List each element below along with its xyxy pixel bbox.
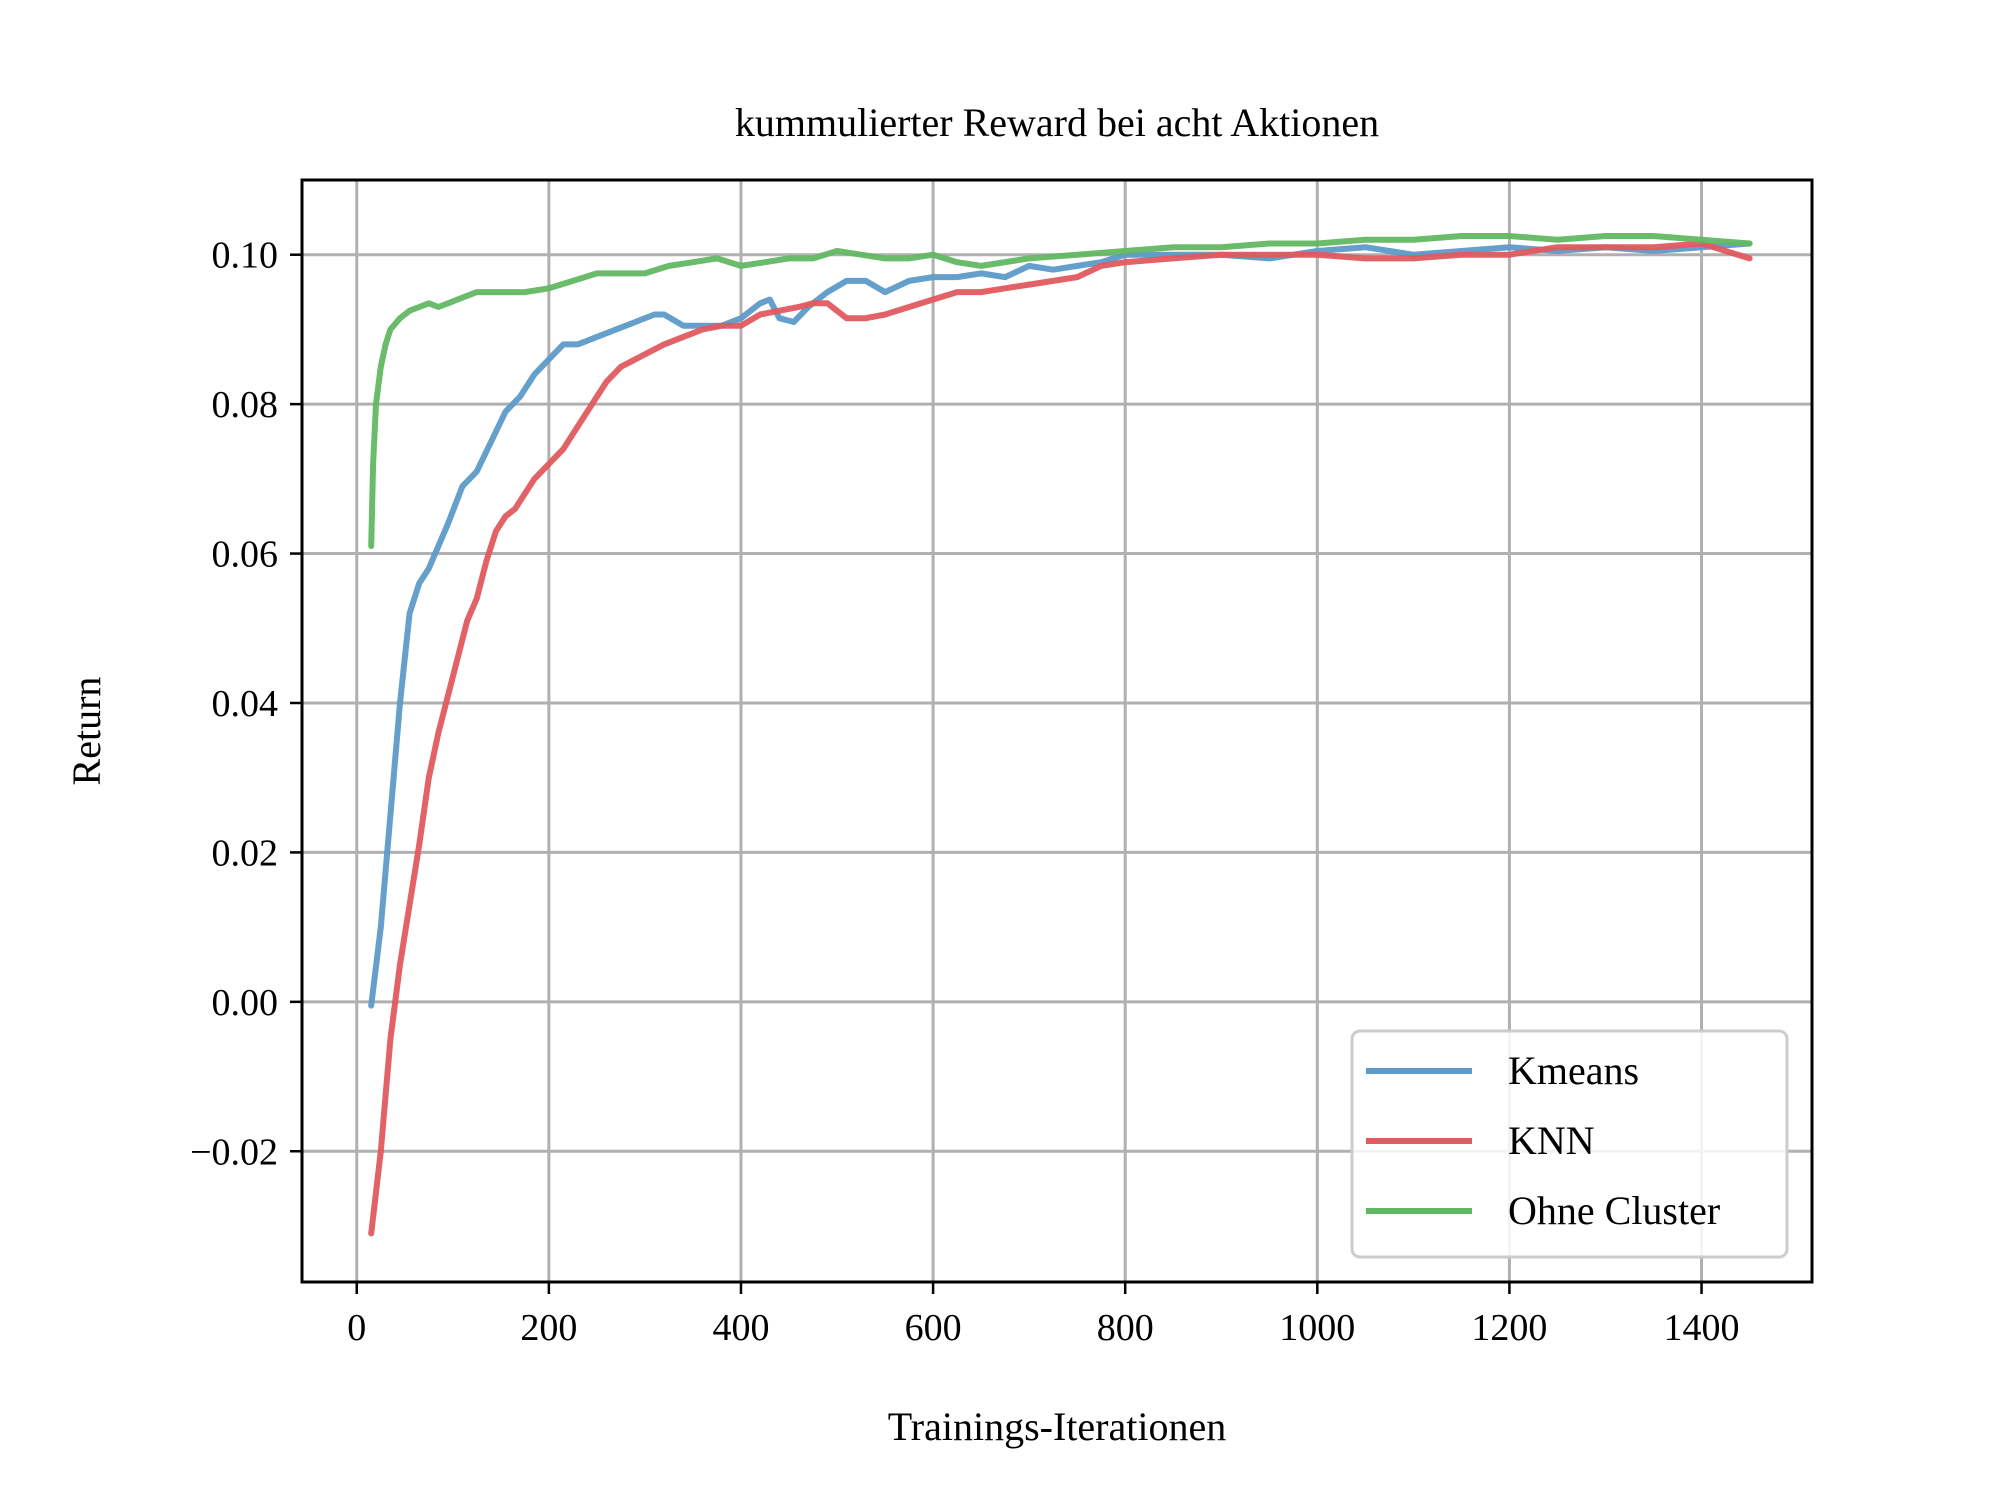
chart-title: kummulierter Reward bei acht Aktionen bbox=[735, 100, 1379, 145]
y-tick-label: 0.00 bbox=[212, 982, 279, 1024]
y-axis-ticks: −0.02 0.00 0.02 0.04 0.06 0.08 0.10 bbox=[190, 235, 302, 1173]
legend-label-ohne-cluster: Ohne Cluster bbox=[1508, 1188, 1720, 1233]
legend-label-kmeans: Kmeans bbox=[1508, 1048, 1639, 1093]
x-tick-label: 1000 bbox=[1279, 1307, 1355, 1349]
series-line-ohne-cluster bbox=[368, 233, 1753, 550]
x-tick-label: 200 bbox=[520, 1307, 577, 1349]
y-tick-label: 0.06 bbox=[212, 534, 279, 576]
legend-box bbox=[1350, 1029, 1789, 1259]
x-axis-ticks: 0 200 400 600 800 1000 1200 1400 bbox=[347, 1282, 1740, 1349]
y-axis-label: Return bbox=[64, 677, 109, 786]
x-tick-label: 400 bbox=[712, 1307, 769, 1349]
plot-frame bbox=[300, 178, 1814, 1284]
grid bbox=[302, 180, 1812, 1282]
x-tick-label: 800 bbox=[1097, 1307, 1154, 1349]
series-line-kmeans bbox=[368, 240, 1753, 1009]
legend: Kmeans KNN Ohne Cluster bbox=[1350, 1029, 1789, 1259]
y-tick-label: −0.02 bbox=[190, 1131, 278, 1173]
legend-label-knn: KNN bbox=[1508, 1118, 1595, 1163]
series-line-knn bbox=[368, 240, 1753, 1237]
x-tick-label: 1200 bbox=[1471, 1307, 1547, 1349]
x-axis-label: Trainings-Iterationen bbox=[888, 1404, 1226, 1449]
x-tick-label: 600 bbox=[905, 1307, 962, 1349]
series-lines bbox=[368, 233, 1753, 1237]
y-tick-label: 0.10 bbox=[212, 235, 279, 277]
y-tick-label: 0.02 bbox=[212, 832, 279, 874]
x-tick-label: 0 bbox=[347, 1307, 366, 1349]
x-tick-label: 1400 bbox=[1664, 1307, 1740, 1349]
y-tick-label: 0.04 bbox=[212, 683, 279, 725]
y-tick-label: 0.08 bbox=[212, 384, 279, 426]
